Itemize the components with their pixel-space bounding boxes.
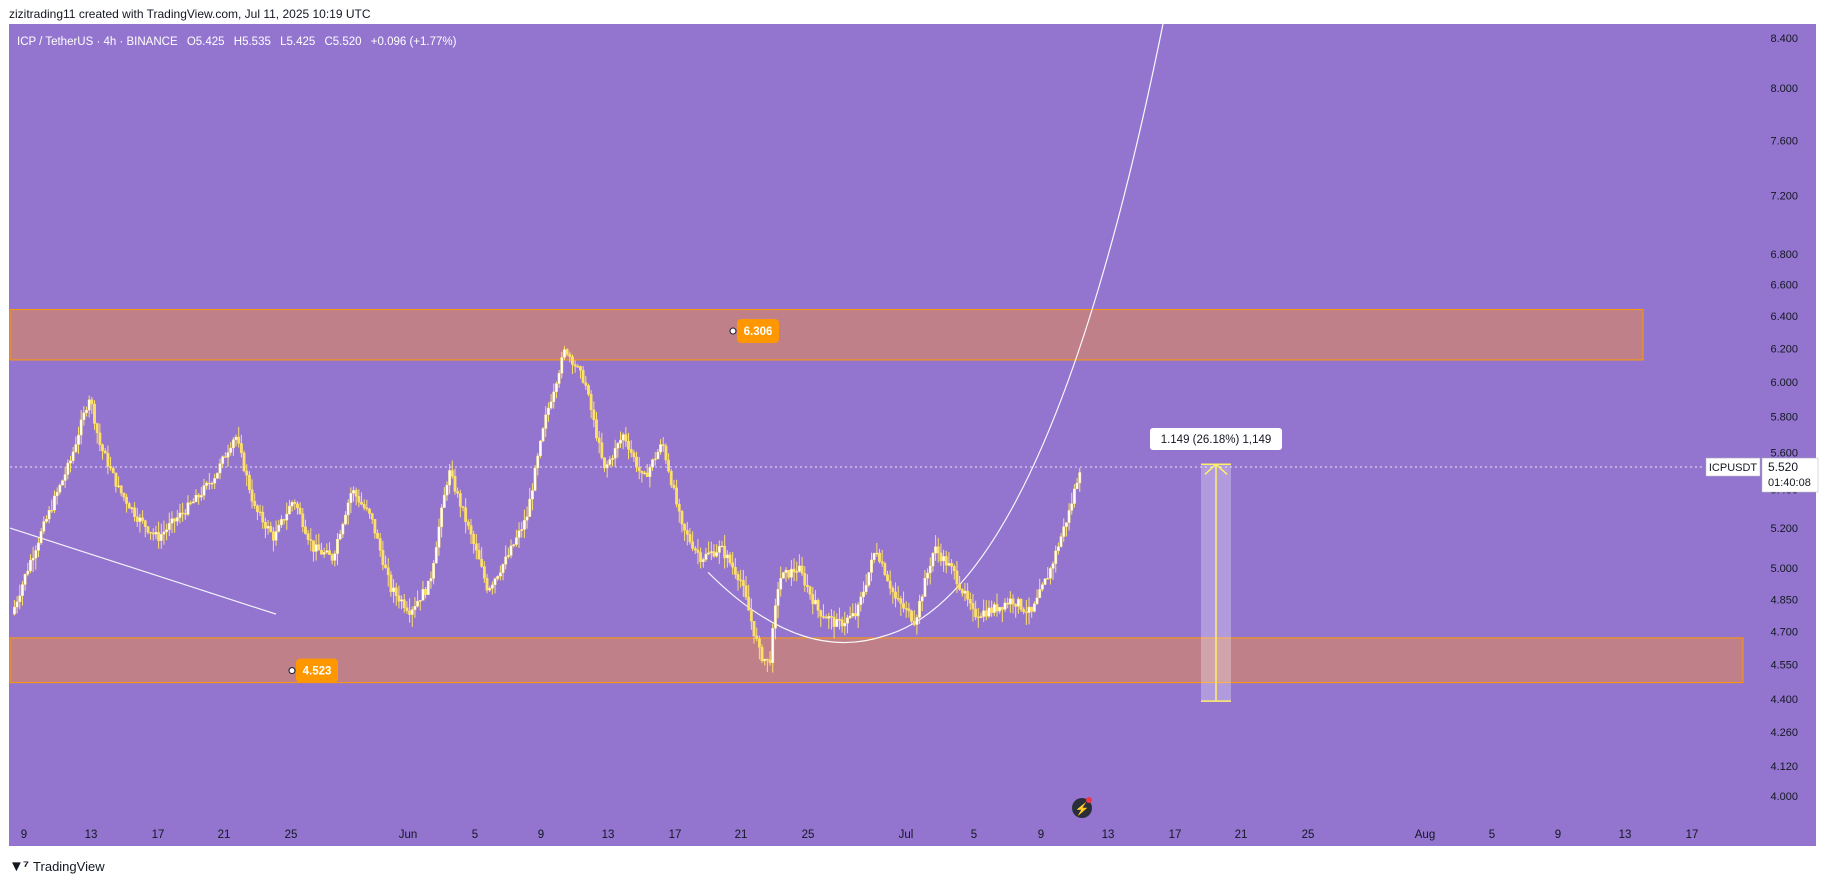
tradingview-logo-icon[interactable]: ▼⁷	[9, 858, 29, 875]
ohlc-low: L5.425	[280, 36, 316, 48]
brand-text: TradingView	[33, 859, 105, 874]
footer-brand: ▼⁷ TradingView	[9, 858, 105, 875]
chart-caption: zizitrading11 created with TradingView.c…	[9, 7, 371, 21]
chart-panel[interactable]	[9, 24, 1816, 846]
ohlc-close: C5.520	[324, 36, 362, 48]
ohlc-open: O5.425	[186, 36, 225, 48]
symbol-pair[interactable]: ICP / TetherUS · 4h · BINANCE	[17, 36, 178, 48]
ohlc-high: H5.535	[233, 36, 271, 48]
symbol-info: ICP / TetherUS · 4h · BINANCE O5.425 H5.…	[17, 36, 462, 48]
ohlc-change: +0.096 (+1.77%)	[370, 36, 457, 48]
